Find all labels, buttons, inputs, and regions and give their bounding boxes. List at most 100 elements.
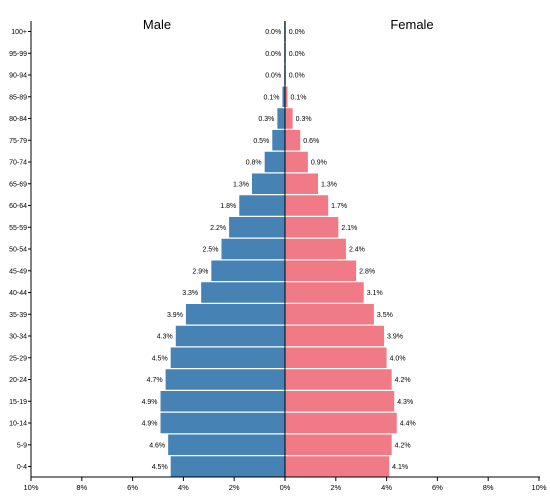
value-label-male-75-79: 0.5% <box>253 138 269 145</box>
bar-female-25-29 <box>285 347 387 368</box>
value-label-female-95-99: 0.0% <box>289 51 305 58</box>
value-label-male-20-24: 4.7% <box>147 377 163 384</box>
value-label-male-100plus: 0.0% <box>265 29 281 36</box>
value-label-male-25-29: 4.5% <box>152 355 168 362</box>
bar-male-85-89 <box>282 86 285 107</box>
bar-male-10-14 <box>160 412 285 434</box>
value-label-male-95-99: 0.0% <box>265 51 281 58</box>
bars-group <box>160 21 397 477</box>
age-label-15-19: 15-19 <box>9 399 27 406</box>
bar-female-5-9 <box>285 434 392 455</box>
bar-female-65-69 <box>285 173 319 194</box>
value-label-female-75-79: 0.6% <box>303 138 319 145</box>
age-label-45-49: 45-49 <box>9 268 27 275</box>
value-label-male-10-14: 4.9% <box>142 421 158 428</box>
legend-female-label: Female <box>390 17 433 32</box>
value-label-male-85-89: 0.1% <box>263 94 279 101</box>
bar-male-75-79 <box>272 130 285 151</box>
bar-female-70-74 <box>285 151 308 173</box>
age-label-85-89: 85-89 <box>9 94 27 101</box>
bar-male-80-84 <box>277 108 285 129</box>
bar-male-55-59 <box>229 217 285 238</box>
age-label-55-59: 55-59 <box>9 225 27 232</box>
bar-male-50-54 <box>221 238 285 260</box>
value-label-female-60-64: 1.7% <box>331 203 347 210</box>
bar-female-0-4 <box>285 456 390 477</box>
age-label-75-79: 75-79 <box>9 138 27 145</box>
x-tick-label-3: 4% <box>178 483 189 492</box>
value-label-female-70-74: 0.9% <box>311 160 327 167</box>
value-label-male-70-74: 0.8% <box>246 160 262 167</box>
x-tick-label-5: 0% <box>280 483 291 492</box>
age-label-100plus: 100+ <box>11 29 27 36</box>
value-label-female-45-49: 2.8% <box>359 268 375 275</box>
value-label-male-80-84: 0.3% <box>258 116 274 123</box>
bar-male-15-19 <box>160 391 285 412</box>
value-label-female-80-84: 0.3% <box>296 116 312 123</box>
value-label-male-65-69: 1.3% <box>233 181 249 188</box>
bar-male-70-74 <box>264 151 285 173</box>
value-label-female-55-59: 2.1% <box>341 225 357 232</box>
bar-female-35-39 <box>285 304 374 325</box>
bar-male-65-69 <box>251 173 285 194</box>
bar-female-20-24 <box>285 369 392 390</box>
bar-female-85-89 <box>285 86 288 107</box>
bar-female-75-79 <box>285 130 301 151</box>
age-label-5-9: 5-9 <box>17 442 27 449</box>
bar-female-10-14 <box>285 412 397 434</box>
value-label-male-50-54: 2.5% <box>203 247 219 254</box>
x-tick-label-8: 6% <box>432 483 443 492</box>
bar-male-40-44 <box>201 282 285 303</box>
value-label-male-0-4: 4.5% <box>152 464 168 471</box>
value-label-female-50-54: 2.4% <box>349 247 365 254</box>
age-label-65-69: 65-69 <box>9 181 27 188</box>
legend-male-label: Male <box>143 17 171 32</box>
value-label-female-40-44: 3.1% <box>367 290 383 297</box>
age-label-40-44: 40-44 <box>9 290 27 297</box>
age-label-20-24: 20-24 <box>9 377 27 384</box>
x-tick-label-2: 6% <box>127 483 138 492</box>
value-label-female-85-89: 0.1% <box>291 94 307 101</box>
value-label-female-0-4: 4.1% <box>392 464 408 471</box>
axes-group: 10% 8% 6% 4% 2% 0% 2% 4% 6% 8% 10% <box>23 21 547 492</box>
value-label-male-5-9: 4.6% <box>149 442 165 449</box>
value-label-male-55-59: 2.2% <box>210 225 226 232</box>
age-label-70-74: 70-74 <box>9 160 27 167</box>
bar-female-30-34 <box>285 325 385 347</box>
bar-female-50-54 <box>285 238 346 260</box>
bar-male-30-34 <box>175 325 285 347</box>
bar-male-60-64 <box>239 195 285 216</box>
value-label-male-30-34: 4.3% <box>157 334 173 341</box>
value-label-female-10-14: 4.4% <box>400 421 416 428</box>
age-label-30-34: 30-34 <box>9 334 27 341</box>
x-tick-label-4: 2% <box>229 483 240 492</box>
value-label-male-35-39: 3.9% <box>167 312 183 319</box>
age-label-80-84: 80-84 <box>9 116 27 123</box>
labels-group: 0-4 4.5% 4.1% 5-9 4.6% 4.2% 10-14 4.9% 4.4% 15-19… <box>9 29 416 471</box>
bar-female-40-44 <box>285 282 364 303</box>
bar-male-0-4 <box>170 456 285 477</box>
bar-male-25-29 <box>170 347 285 368</box>
bar-male-35-39 <box>185 304 285 325</box>
value-label-female-15-19: 4.3% <box>397 399 413 406</box>
value-label-male-60-64: 1.8% <box>220 203 236 210</box>
age-label-95-99: 95-99 <box>9 51 27 58</box>
value-label-female-5-9: 4.2% <box>395 442 411 449</box>
bar-male-45-49 <box>211 260 285 281</box>
value-label-female-30-34: 3.9% <box>387 334 403 341</box>
x-tick-label-0: 10% <box>23 483 38 492</box>
value-label-female-90-94: 0.0% <box>289 73 305 80</box>
value-label-female-100plus: 0.0% <box>289 29 305 36</box>
age-label-0-4: 0-4 <box>17 464 27 471</box>
bar-female-45-49 <box>285 260 357 281</box>
x-tick-label-7: 4% <box>381 483 392 492</box>
value-label-male-45-49: 2.9% <box>192 268 208 275</box>
age-label-25-29: 25-29 <box>9 355 27 362</box>
value-label-female-20-24: 4.2% <box>395 377 411 384</box>
value-label-male-15-19: 4.9% <box>142 399 158 406</box>
bar-female-60-64 <box>285 195 329 216</box>
value-label-male-40-44: 3.3% <box>182 290 198 297</box>
x-tick-label-10: 10% <box>531 483 546 492</box>
age-label-50-54: 50-54 <box>9 247 27 254</box>
bar-female-55-59 <box>285 217 339 238</box>
